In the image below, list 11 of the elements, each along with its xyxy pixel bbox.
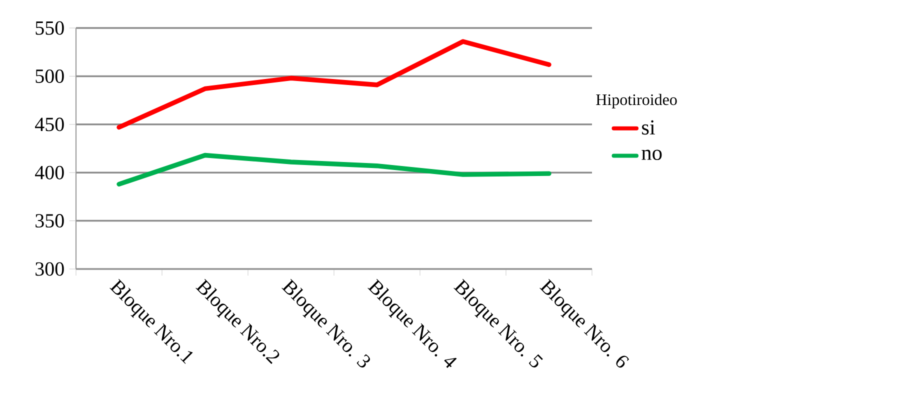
y-tick-label: 400 <box>35 166 64 180</box>
line-series <box>116 39 552 130</box>
y-tick-label: 500 <box>36 69 64 83</box>
legend-label: si <box>642 120 655 135</box>
line-series <box>116 152 552 187</box>
legend-title: Hipotiroideo <box>596 94 677 108</box>
y-tick-label: 300 <box>36 262 64 276</box>
y-tick-label: 550 <box>36 21 64 35</box>
y-tick-label: 450 <box>35 118 64 132</box>
y-tick-label: 350 <box>36 214 64 228</box>
legend-label: no <box>642 150 662 160</box>
